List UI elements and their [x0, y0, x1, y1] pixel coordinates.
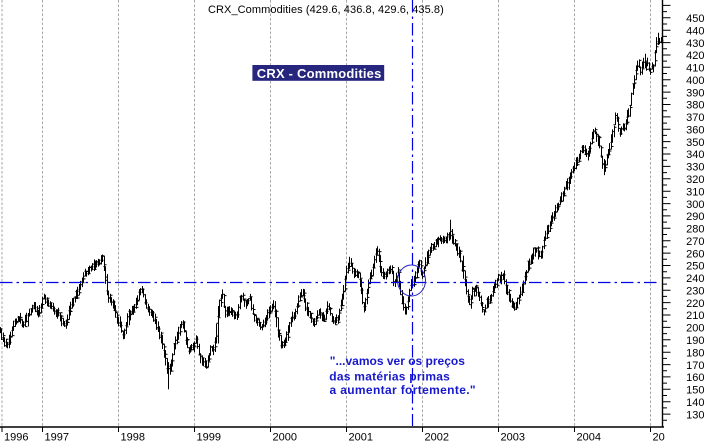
svg-text:140: 140 [686, 397, 704, 409]
svg-text:380: 380 [686, 100, 704, 112]
svg-text:2001: 2001 [349, 431, 373, 441]
svg-text:160: 160 [686, 372, 704, 384]
svg-text:20: 20 [653, 431, 665, 441]
svg-text:"...vamos ver os preços: "...vamos ver os preços [330, 354, 465, 368]
svg-text:270: 270 [686, 236, 704, 248]
svg-text:350: 350 [686, 137, 704, 149]
svg-text:1997: 1997 [45, 431, 69, 441]
svg-text:190: 190 [686, 335, 704, 347]
svg-text:CRX - Commodities: CRX - Commodities [257, 66, 382, 81]
svg-text:1998: 1998 [121, 431, 145, 441]
svg-text:220: 220 [686, 298, 704, 310]
svg-text:2004: 2004 [577, 431, 601, 441]
svg-text:390: 390 [686, 87, 704, 99]
svg-text:450: 450 [686, 13, 704, 25]
svg-text:210: 210 [686, 310, 704, 322]
svg-text:2002: 2002 [425, 431, 449, 441]
svg-text:240: 240 [686, 273, 704, 285]
svg-text:370: 370 [686, 112, 704, 124]
svg-text:180: 180 [686, 347, 704, 359]
svg-text:1999: 1999 [197, 431, 221, 441]
svg-text:280: 280 [686, 224, 704, 236]
svg-text:CRX_Commodities (429.6, 436.8,: CRX_Commodities (429.6, 436.8, 429.6, 43… [208, 4, 444, 16]
svg-text:2000: 2000 [273, 431, 297, 441]
svg-text:a aumentar fortemente.": a aumentar fortemente." [330, 383, 476, 397]
svg-text:200: 200 [686, 323, 704, 335]
svg-text:320: 320 [686, 174, 704, 186]
svg-text:310: 310 [686, 186, 704, 198]
svg-text:440: 440 [686, 25, 704, 37]
svg-text:330: 330 [686, 162, 704, 174]
svg-text:410: 410 [686, 63, 704, 75]
svg-text:2003: 2003 [501, 431, 525, 441]
svg-text:360: 360 [686, 125, 704, 137]
svg-text:230: 230 [686, 285, 704, 297]
svg-text:130: 130 [686, 409, 704, 421]
svg-text:290: 290 [686, 211, 704, 223]
svg-text:250: 250 [686, 261, 704, 273]
svg-text:420: 420 [686, 50, 704, 62]
svg-text:das matérias primas: das matérias primas [329, 369, 450, 383]
svg-text:430: 430 [686, 38, 704, 50]
svg-text:340: 340 [686, 149, 704, 161]
svg-text:1996: 1996 [4, 431, 28, 441]
svg-text:300: 300 [686, 199, 704, 211]
svg-text:400: 400 [686, 75, 704, 87]
svg-text:170: 170 [686, 360, 704, 372]
svg-text:150: 150 [686, 385, 704, 397]
svg-text:260: 260 [686, 248, 704, 260]
